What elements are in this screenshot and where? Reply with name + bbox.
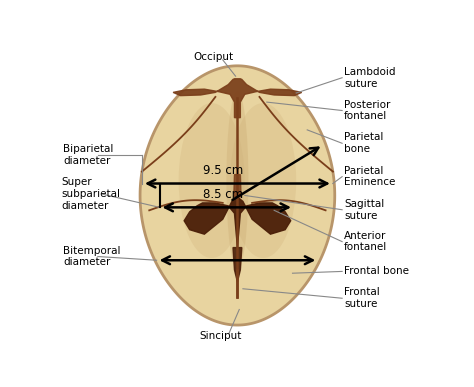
Text: Bitemporal
diameter: Bitemporal diameter (63, 246, 120, 267)
Text: Frontal
suture: Frontal suture (344, 288, 380, 309)
Text: Posterior
fontanel: Posterior fontanel (344, 100, 390, 121)
Text: 9.5 cm: 9.5 cm (202, 164, 243, 177)
Text: 8.5 cm: 8.5 cm (203, 188, 243, 201)
Ellipse shape (227, 91, 248, 270)
Polygon shape (173, 79, 301, 118)
Text: Sinciput: Sinciput (200, 331, 242, 341)
Text: Parietal
bone: Parietal bone (344, 132, 383, 154)
Text: Sagittal
suture: Sagittal suture (344, 199, 384, 221)
Polygon shape (233, 248, 242, 282)
Polygon shape (140, 66, 335, 325)
Text: Anterior
fontanel: Anterior fontanel (344, 231, 387, 252)
Ellipse shape (179, 103, 245, 258)
Polygon shape (234, 175, 241, 197)
Text: Biparietal
diameter: Biparietal diameter (63, 144, 113, 166)
Text: Frontal bone: Frontal bone (344, 266, 409, 276)
Text: Lambdoid
suture: Lambdoid suture (344, 67, 395, 89)
Text: Parietal
Eminence: Parietal Eminence (344, 166, 395, 187)
Polygon shape (184, 197, 291, 248)
Ellipse shape (230, 103, 296, 258)
Text: Occiput: Occiput (193, 53, 234, 62)
Text: Super
subparietal
diameter: Super subparietal diameter (61, 177, 120, 211)
